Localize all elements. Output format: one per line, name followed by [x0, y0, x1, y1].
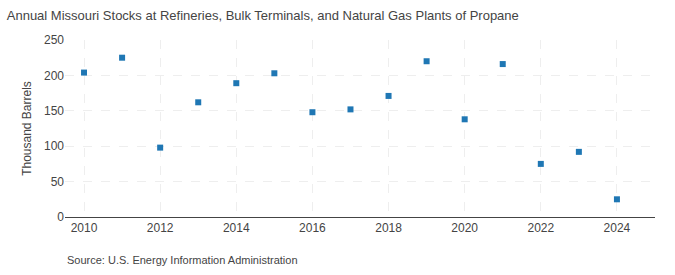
svg-text:150: 150 — [44, 104, 64, 118]
svg-text:2022: 2022 — [527, 221, 554, 235]
svg-text:2020: 2020 — [451, 221, 478, 235]
svg-text:2024: 2024 — [604, 221, 631, 235]
svg-text:200: 200 — [44, 69, 64, 83]
svg-text:2016: 2016 — [299, 221, 326, 235]
svg-text:2012: 2012 — [147, 221, 174, 235]
svg-text:50: 50 — [51, 175, 65, 189]
svg-text:Annual Missouri Stocks at Refi: Annual Missouri Stocks at Refineries, Bu… — [7, 8, 519, 23]
svg-text:0: 0 — [57, 210, 64, 224]
svg-text:Thousand Barrels: Thousand Barrels — [20, 81, 34, 176]
svg-text:100: 100 — [44, 139, 64, 153]
svg-text:2010: 2010 — [71, 221, 98, 235]
svg-text:Source: U.S. Energy Informatio: Source: U.S. Energy Information Administ… — [67, 254, 298, 266]
svg-text:250: 250 — [44, 33, 64, 47]
svg-text:2018: 2018 — [375, 221, 402, 235]
svg-text:2014: 2014 — [223, 221, 250, 235]
